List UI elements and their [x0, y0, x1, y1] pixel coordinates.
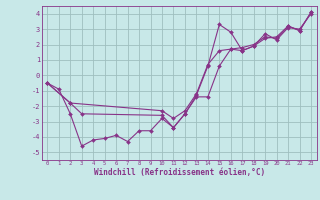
- X-axis label: Windchill (Refroidissement éolien,°C): Windchill (Refroidissement éolien,°C): [94, 168, 265, 177]
